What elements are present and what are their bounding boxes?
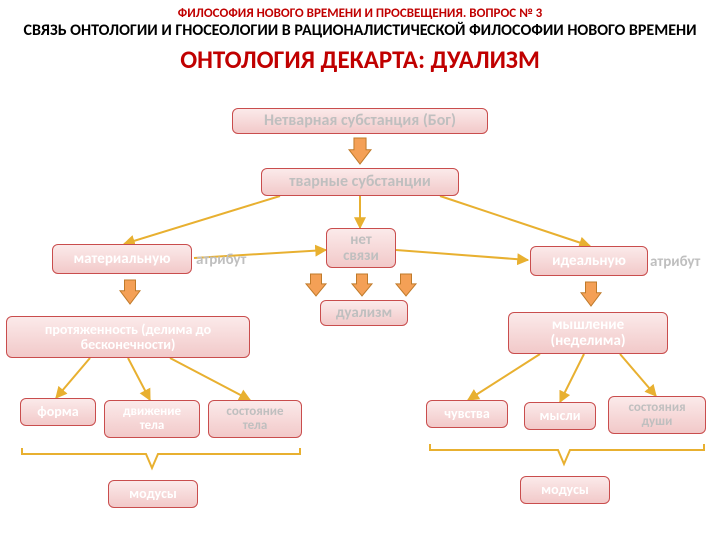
node-senses: чувства [426,400,508,428]
node-god: Нетварная субстанция (Бог) [232,108,488,134]
node-ext: протяженность (делима до бесконечности) [6,316,250,358]
arrow-3 [306,274,326,296]
line-6 [128,358,150,400]
node-dualism: дуализм [320,300,408,326]
node-created: тварные субстанции [261,168,459,196]
label-attr1: атрибут [196,252,246,269]
arrow-5 [396,274,416,296]
header-title: ОНТОЛОГИЯ ДЕКАРТА: ДУАЛИЗМ [0,40,720,77]
label-attr2: атрибут [650,254,700,271]
line-0 [124,196,280,244]
line-8 [468,354,540,400]
node-forma: форма [20,398,96,426]
bracket-0 [22,448,300,468]
arrow-0 [349,138,371,164]
node-state: состояние тела [208,400,302,438]
line-9 [560,354,584,402]
bracket-1 [430,444,704,464]
node-modus1: модусы [108,480,198,508]
line-7 [170,358,250,400]
arrow-2 [581,282,601,306]
arrow-1 [120,280,140,304]
node-material: материальную [52,244,192,274]
line-1 [440,196,590,246]
node-soul: состояния души [608,396,706,434]
arrow-4 [352,274,372,296]
node-think: мышление (неделима) [508,312,668,354]
header-topic: ФИЛОСОФИЯ НОВОГО ВРЕМЕНИ И ПРОСВЕЩЕНИЯ. … [0,0,720,21]
node-modus2: модусы [520,476,610,504]
node-ideal: идеальную [530,246,648,276]
node-move: движение тела [104,400,200,438]
line-4 [396,250,528,260]
node-nolink: нет связи [326,228,396,268]
line-10 [620,354,656,396]
node-thoughts: мысли [524,402,596,430]
header-subtitle: СВЯЗЬ ОНТОЛОГИИ И ГНОСЕОЛОГИИ В РАЦИОНАЛ… [0,21,720,40]
line-5 [56,358,90,398]
